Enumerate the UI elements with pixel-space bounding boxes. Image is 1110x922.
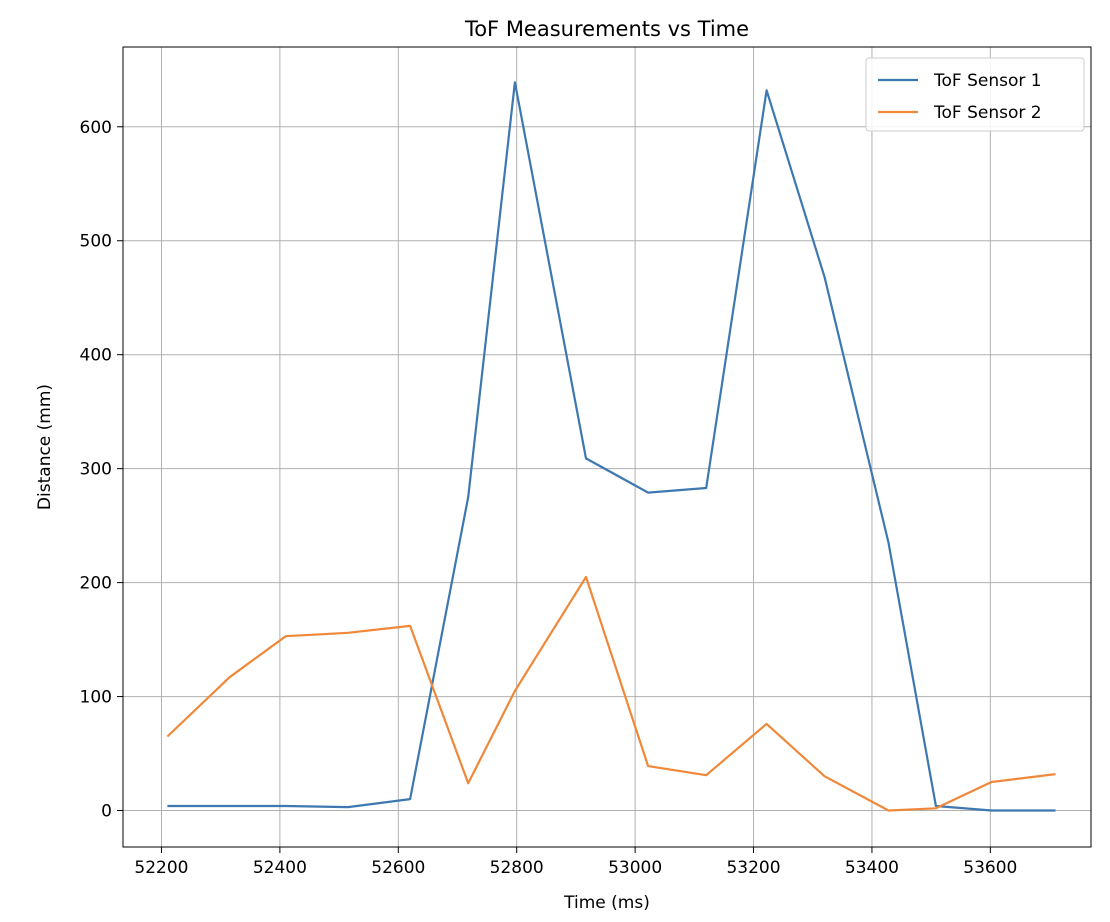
series-line-1 (167, 81, 1056, 812)
y-axis-label: Distance (mm) (35, 384, 55, 510)
x-tick-label: 53000 (608, 858, 662, 878)
legend-box (865, 57, 1085, 132)
legend-label-2: ToF Sensor 2 (933, 103, 1042, 123)
y-axis-ticks: 0 100 200 300 400 500 600 (80, 118, 123, 822)
x-tick-label: 53200 (726, 858, 780, 878)
x-axis-ticks: 52200 52400 52600 52800 53000 53200 53400 53600 (134, 847, 1017, 878)
x-tick-label: 52200 (134, 858, 188, 878)
y-tick-label: 100 (80, 688, 112, 708)
y-tick-label: 0 (101, 802, 112, 822)
x-tick-label: 52600 (371, 858, 425, 878)
y-tick-label: 500 (80, 232, 112, 252)
y-tick-label: 600 (80, 118, 112, 138)
chart-title: ToF Measurements vs Time (464, 17, 749, 41)
grid (123, 47, 1091, 847)
x-tick-label: 52800 (490, 858, 544, 878)
x-axis-label: Time (ms) (563, 893, 650, 913)
series-line-2 (166, 575, 1056, 812)
x-tick-label: 52400 (253, 858, 307, 878)
legend: ToF Sensor 1 ToF Sensor 2 (865, 57, 1085, 132)
y-tick-label: 300 (80, 460, 112, 480)
series-lines (166, 81, 1056, 812)
x-tick-label: 53400 (845, 858, 899, 878)
y-tick-label: 400 (80, 346, 112, 366)
y-tick-label: 200 (80, 574, 112, 594)
legend-label-1: ToF Sensor 1 (933, 71, 1042, 91)
plot-frame (122, 46, 1092, 848)
x-tick-label: 53600 (963, 858, 1017, 878)
